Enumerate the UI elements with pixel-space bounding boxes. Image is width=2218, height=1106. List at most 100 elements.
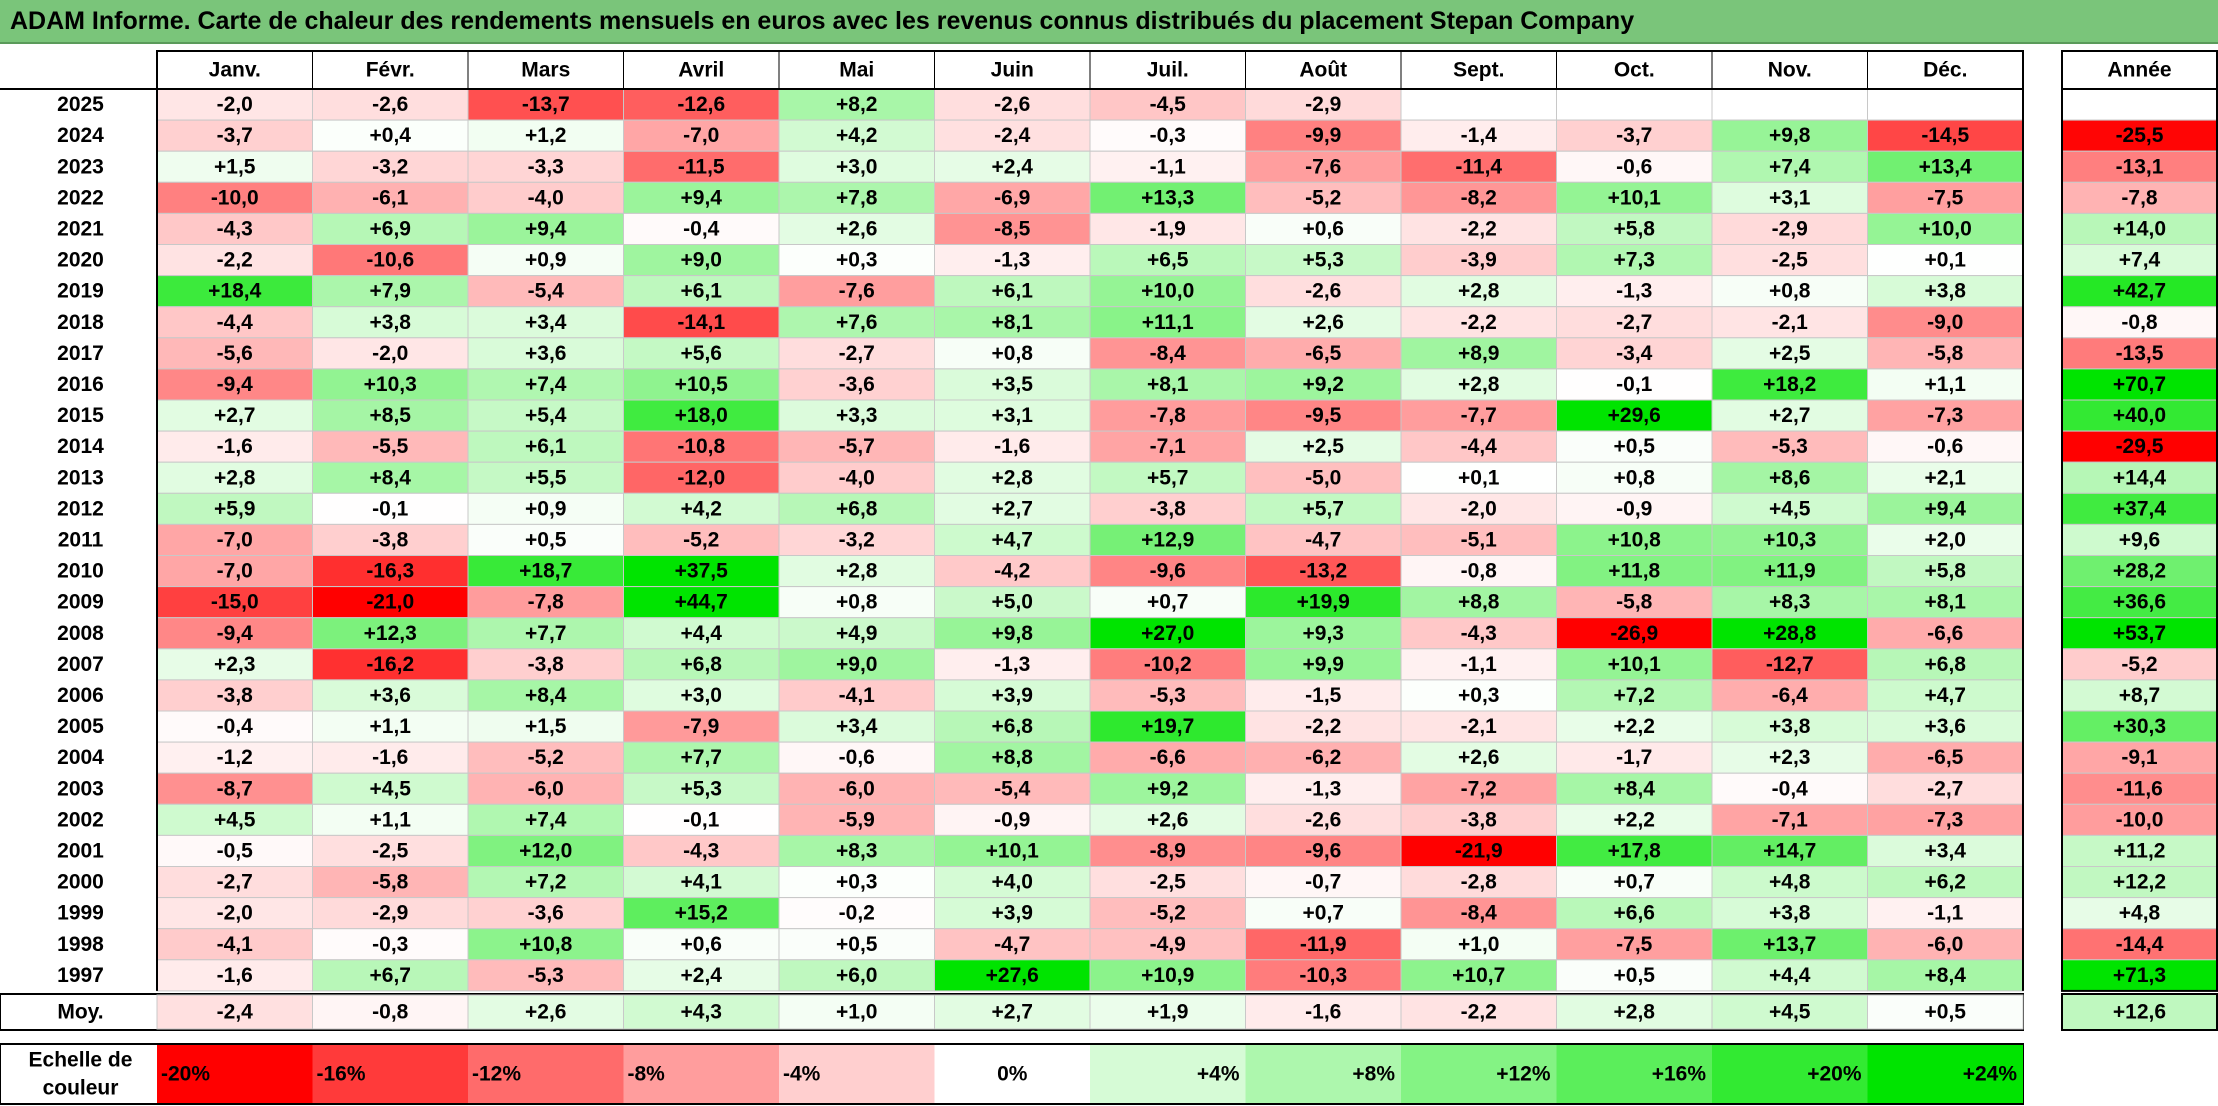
heatmap-cell [1245,648,1402,681]
heatmap-cell-value: +10,7 [1452,964,1505,987]
heatmap-cell-value: +13,3 [1141,186,1194,209]
scale-swatch [1556,1045,1712,1103]
heatmap-cell [156,150,313,183]
heatmap-cell [623,337,780,370]
heatmap-cell-value: +0,9 [525,497,566,520]
heatmap-cell-value: -4,3 [683,839,719,862]
heatmap-cell-value: -0,3 [1150,124,1186,147]
heatmap-cell-value: +3,3 [836,404,877,427]
heatmap-cell-value: +0,8 [1769,280,1811,303]
heatmap-cell-value: -0,2 [839,902,875,925]
heatmap-cell-value: +3,5 [992,373,1034,396]
month-header-10: Oct. [1614,59,1655,82]
heatmap-cell-value: +11,9 [1764,560,1816,583]
heatmap-cell [467,212,624,245]
heatmap-cell-value: +3,4 [1925,839,1967,862]
heatmap-cell [1867,741,2024,774]
scale-swatch-label: +16% [1652,1063,1707,1086]
heatmap-cell-value: -0,6 [839,746,875,769]
annual-cell [2061,430,2218,463]
heatmap-cell-value: -7,3 [1927,808,1963,831]
scale-swatch [1401,1045,1557,1103]
heatmap-cell [1556,866,1713,899]
heatmap-cell-value: +4,7 [992,528,1033,551]
heatmap-cell [1867,928,2024,961]
heatmap-cell [467,928,624,961]
heatmap-cell-value: -4,1 [217,933,254,956]
heatmap-cell-value: +7,2 [525,871,566,894]
heatmap-cell [1245,492,1402,525]
heatmap-cell-value: -3,3 [528,155,564,178]
scale-swatch-label: +24% [1963,1063,2018,1086]
heatmap-cell-value: -2,5 [372,839,409,862]
heatmap-cell [623,834,780,868]
average-cell-value: +2,6 [525,1001,566,1024]
heatmap-cell [1556,492,1713,525]
heatmap-cell-value: +10,0 [1141,280,1194,303]
heatmap-cell-value: -8,4 [1150,342,1187,365]
heatmap-cell-value: +10,1 [1608,653,1661,676]
heatmap-cell [1089,555,1246,588]
heatmap-cell-value: +6,1 [525,435,567,458]
heatmap-cell-value: +2,8 [214,466,256,489]
annual-cell [2061,368,2218,401]
heatmap-cell-value: +17,8 [1608,839,1661,862]
heatmap-cell-value: -2,1 [1461,715,1498,738]
heatmap-cell-value: -5,8 [1927,342,1964,365]
year-label: 2011 [58,528,104,551]
year-label: 2000 [57,871,104,894]
annual-cell-value: +42,7 [2113,280,2166,303]
heatmap-cell-value: -2,5 [1150,871,1187,894]
heatmap-cell-value: +1,0 [1458,933,1499,956]
heatmap-cell [1556,897,1713,930]
heatmap-cell-value: +0,7 [1147,591,1188,614]
heatmap-cell-value: +9,4 [681,186,723,209]
average-cell [467,994,624,1030]
heatmap-cell [1089,244,1246,277]
heatmap-cell-value: -6,1 [372,186,409,209]
heatmap-cell [467,772,624,805]
heatmap-cell-value: -14,1 [677,311,725,334]
heatmap-cell [1711,368,1868,401]
heatmap-cell-value: -10,6 [366,249,414,272]
heatmap-cell-value: -8,4 [1461,902,1498,925]
heatmap-cell [778,555,935,588]
heatmap-cell [778,88,935,121]
heatmap-cell [1400,368,1557,401]
heatmap-cell [934,337,1091,370]
heatmap-cell-value: +2,8 [1458,373,1500,396]
heatmap-cell-value: -4,2 [994,560,1030,583]
average-row-label: Moy. [57,1001,103,1024]
annual-cell-value: +12,2 [2113,871,2166,894]
heatmap-cell-value: +1,5 [214,155,256,178]
heatmap-cell-value: +2,5 [1769,342,1811,365]
heatmap-cell-value: -4,3 [217,217,253,240]
heatmap-cell-value: -1,3 [1305,777,1341,800]
heatmap-cell [156,523,313,557]
heatmap-cell-value: -7,8 [528,591,565,614]
heatmap-cell-value: +4,5 [214,808,256,831]
heatmap-cell [1089,492,1246,525]
heatmap-cell-value: +7,4 [525,373,567,396]
heatmap-cell-value: -4,0 [839,466,875,489]
heatmap-cell-value: -0,1 [1616,373,1653,396]
heatmap-cell-value: +1,1 [370,715,412,738]
heatmap-cell [778,710,935,743]
heatmap-cell [312,710,469,743]
heatmap-cell [1711,555,1868,588]
heatmap-cell-value: -2,8 [1461,871,1498,894]
heatmap-cell [778,928,935,961]
heatmap-cell-value: +8,6 [1769,466,1810,489]
heatmap-cell [623,88,780,121]
annual-cell-value: +40,0 [2113,404,2166,427]
heatmap-cell [934,617,1091,650]
annual-cell-value: +14,0 [2113,217,2166,240]
heatmap-cell [1089,523,1246,557]
year-label: 2014 [57,435,104,458]
heatmap-cell [1556,741,1713,774]
heatmap-cell-value: +12,3 [364,622,417,645]
heatmap-cell [467,150,624,183]
year-label: 2002 [57,808,104,831]
heatmap-cell-value: -13,7 [522,93,570,116]
heatmap-cell [467,586,624,619]
